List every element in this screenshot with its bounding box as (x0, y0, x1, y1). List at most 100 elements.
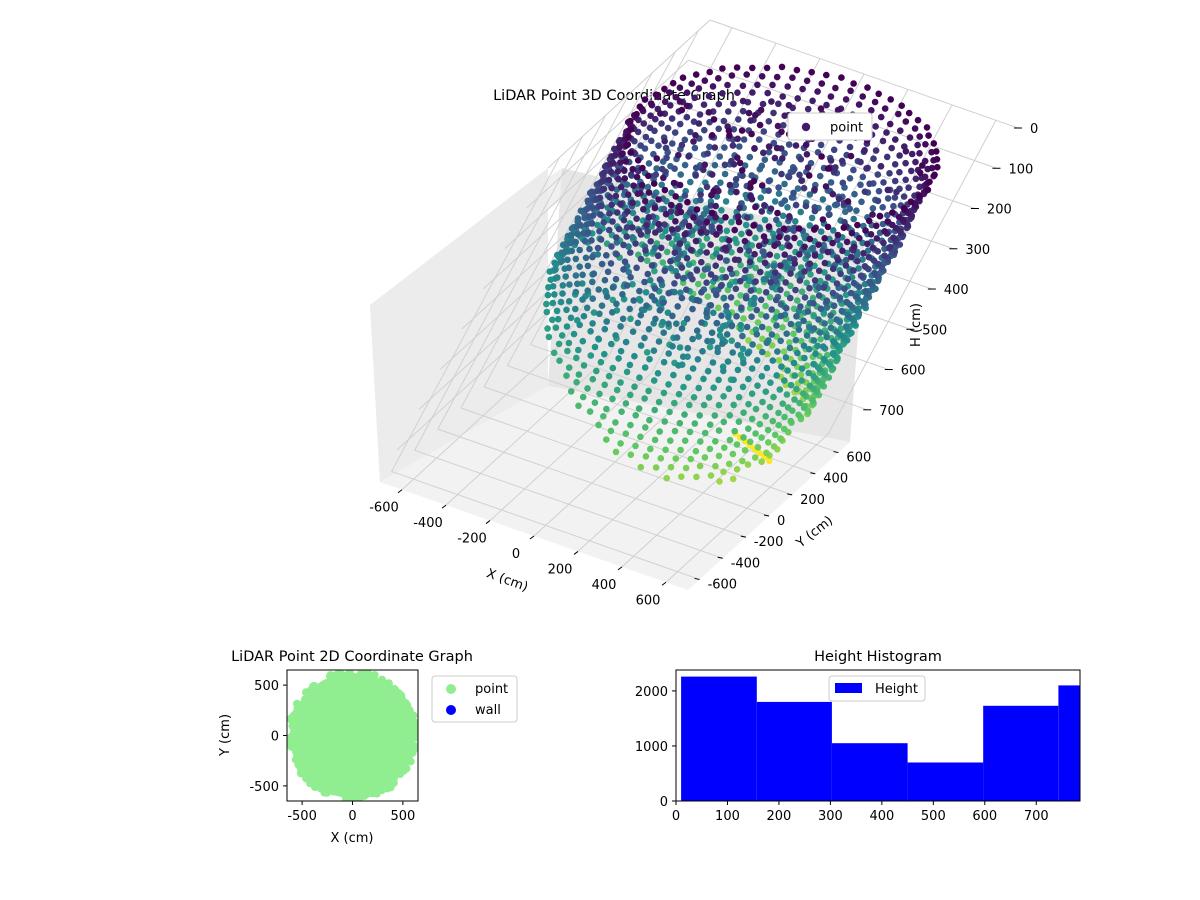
point-3d (660, 329, 667, 337)
zlabel-3d: H (cm) (909, 303, 924, 347)
point-3d (655, 398, 663, 406)
point-3d (821, 235, 828, 242)
point-3d (771, 198, 779, 205)
point-3d (712, 274, 719, 282)
legend-3d: point (787, 112, 873, 141)
point-3d (854, 257, 861, 265)
point-3d (715, 427, 723, 434)
tick-label-x-3d: 400 (592, 578, 617, 593)
point-3d (718, 312, 725, 320)
point-3d (625, 243, 632, 250)
point-3d (594, 244, 602, 252)
point-3d (716, 326, 724, 334)
point-3d (683, 315, 691, 323)
point-3d (752, 430, 759, 437)
legend-frame (787, 112, 873, 141)
point-2d (291, 736, 300, 745)
point-3d (675, 362, 682, 369)
point-3d (755, 287, 763, 295)
point-3d (805, 369, 812, 377)
tick-label-x-hist: 500 (921, 809, 946, 824)
point-3d (613, 386, 621, 394)
point-3d (821, 269, 828, 276)
point-3d (855, 265, 862, 272)
point-3d (895, 110, 902, 118)
point-3d (784, 404, 792, 411)
point-3d (717, 282, 725, 290)
point-3d (785, 173, 793, 181)
point-3d (775, 421, 782, 429)
point-3d (663, 154, 670, 162)
point-3d (853, 251, 861, 259)
point-3d (572, 238, 579, 246)
point-3d (559, 282, 567, 289)
point-3d (764, 89, 771, 97)
point-3d (817, 105, 825, 112)
point-3d (765, 439, 772, 446)
point-3d (892, 136, 899, 143)
point-3d (653, 155, 661, 162)
point-3d (647, 112, 654, 119)
point-3d (565, 339, 573, 347)
point-3d (678, 141, 686, 149)
point-3d (676, 181, 684, 189)
point-3d (848, 253, 855, 261)
point-3d (584, 385, 591, 392)
point-3d (708, 191, 715, 199)
point-3d (588, 220, 596, 227)
point-3d (658, 244, 665, 252)
point-3d (589, 253, 596, 261)
point-3d (690, 214, 697, 221)
point-3d (545, 333, 553, 341)
point-3d (700, 166, 707, 174)
point-3d (629, 281, 636, 288)
point-3d (647, 238, 654, 245)
point-3d (700, 375, 707, 383)
point-3d (811, 252, 819, 259)
point-3d (559, 290, 566, 297)
point-3d (889, 221, 896, 229)
point-3d (671, 288, 678, 296)
point-3d (660, 205, 668, 213)
point-3d (871, 98, 879, 106)
point-3d (762, 413, 769, 420)
point-3d (916, 133, 923, 140)
point-3d (677, 208, 685, 216)
point-3d (638, 181, 646, 189)
point-3d (695, 333, 702, 340)
legend-marker-height (835, 683, 862, 693)
point-3d (779, 212, 787, 220)
point-3d (875, 187, 883, 195)
point-3d (869, 205, 877, 212)
point-3d (681, 192, 689, 199)
point-3d (646, 355, 653, 363)
point-3d (661, 98, 669, 106)
grid-line (483, 140, 954, 290)
point-3d (676, 419, 684, 427)
point-3d (926, 178, 933, 186)
point-2d (291, 715, 299, 724)
point-3d (558, 332, 566, 339)
point-3d (650, 377, 658, 384)
point-3d (809, 97, 816, 105)
point-3d (619, 291, 626, 298)
point-3d (850, 279, 858, 287)
point-3d (600, 413, 607, 420)
tick-label-x-hist: 0 (672, 809, 680, 824)
point-3d (874, 171, 882, 178)
point-3d (629, 328, 637, 336)
point-3d (645, 172, 652, 180)
point-3d (758, 182, 766, 189)
point-3d (873, 222, 880, 230)
tick-label-y-3d: -400 (731, 556, 761, 571)
point-3d (690, 394, 698, 401)
point-3d (860, 250, 867, 257)
point-3d (574, 280, 581, 288)
point-3d (771, 242, 778, 249)
point-3d (775, 100, 782, 108)
tick-label-x-hist: 100 (715, 809, 740, 824)
point-3d (711, 412, 719, 419)
point-2d (326, 672, 334, 681)
point-3d (864, 84, 871, 91)
